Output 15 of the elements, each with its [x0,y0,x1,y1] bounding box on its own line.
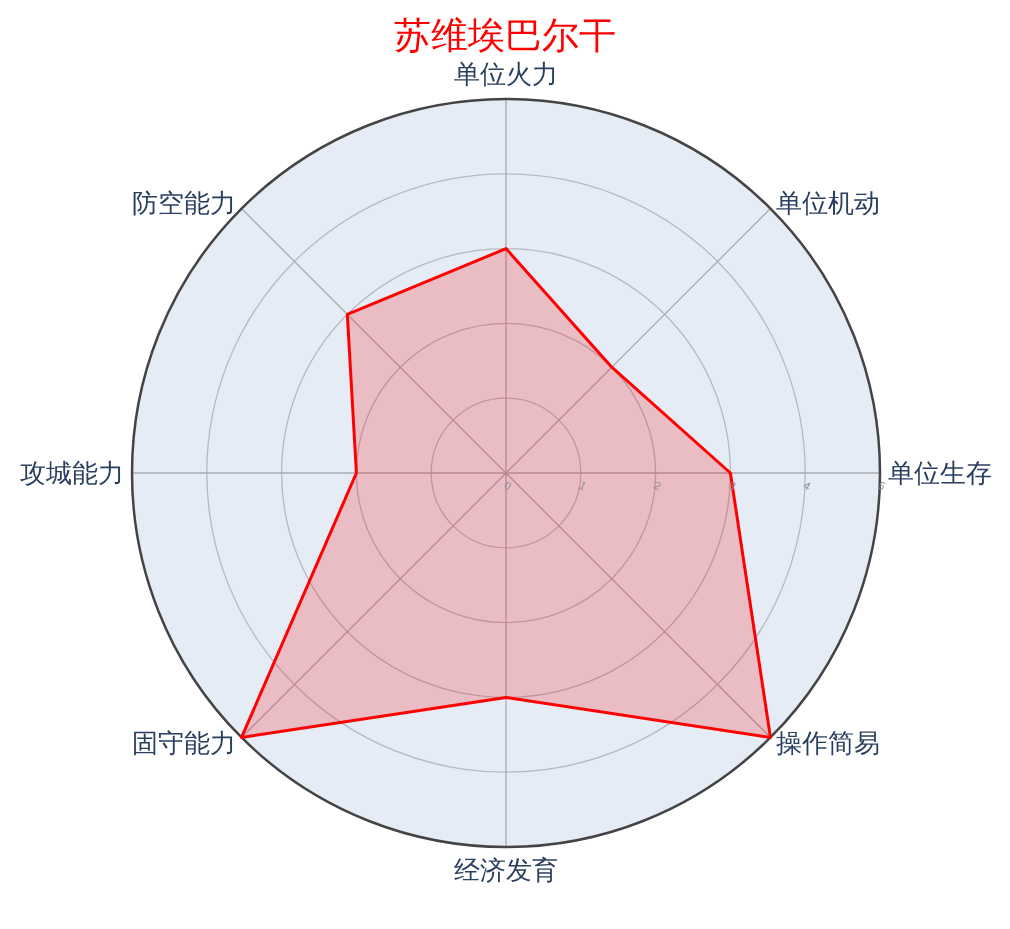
spoke-label: 单位机动 [776,187,881,218]
y-tick-label: 0 [502,478,514,493]
chart-title: 苏维埃巴尔干 [394,15,616,56]
spoke-label: 固守能力 [131,728,236,759]
spoke-label: 经济发育 [454,855,558,885]
y-tick-label: 4 [801,478,813,493]
spoke-label: 操作简易 [776,728,881,759]
y-tick-label: 1 [577,478,589,493]
y-tick-label: 3 [726,478,739,493]
y-tick-label: 2 [651,478,664,493]
spoke-label: 单位生存 [888,458,992,488]
spoke-label: 单位火力 [454,59,558,89]
spoke-label: 防空能力 [131,187,236,218]
spoke-label: 攻城能力 [20,458,124,488]
y-tick-label: 5 [876,478,888,493]
